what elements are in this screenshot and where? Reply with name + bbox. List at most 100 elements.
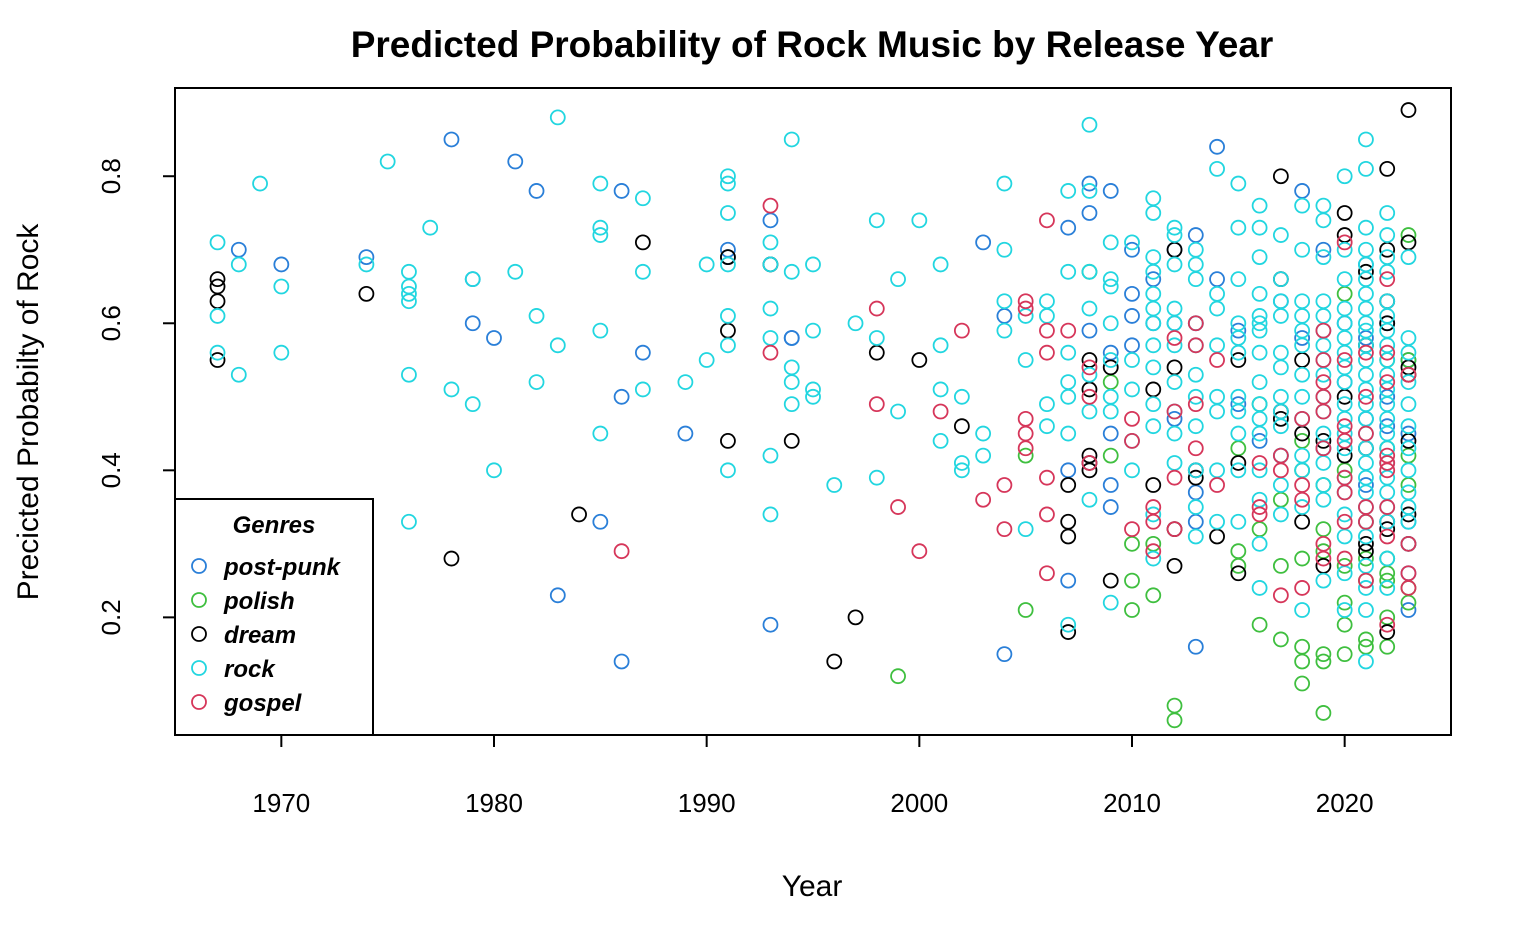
data-point	[1102, 594, 1119, 611]
data-point	[1145, 300, 1162, 317]
data-point	[1209, 477, 1225, 493]
data-point	[1379, 550, 1396, 567]
data-point	[1336, 352, 1353, 368]
data-point	[1124, 521, 1140, 538]
data-point	[1124, 234, 1140, 251]
data-point	[1187, 469, 1204, 486]
data-point	[1379, 293, 1396, 310]
data-point	[592, 219, 609, 236]
data-point	[1315, 308, 1332, 324]
data-point	[1166, 374, 1183, 390]
data-point	[1060, 513, 1077, 530]
legend-marker	[191, 626, 207, 642]
data-point	[1379, 616, 1396, 633]
data-point	[1358, 344, 1374, 361]
data-point	[868, 396, 885, 413]
chart-title: Predicted Probability of Rock Music by R…	[351, 24, 1274, 65]
data-point	[720, 322, 736, 339]
data-point	[1102, 359, 1119, 376]
data-point	[1294, 462, 1311, 479]
data-point	[1145, 587, 1162, 604]
data-point	[1294, 366, 1311, 383]
data-point	[1315, 646, 1332, 663]
data-point	[1272, 271, 1289, 288]
data-point	[1336, 168, 1353, 185]
data-point	[1209, 285, 1225, 302]
data-point	[1166, 712, 1183, 729]
legend-marker	[191, 592, 207, 608]
data-point	[1336, 300, 1353, 317]
data-point	[1209, 462, 1225, 479]
data-point	[720, 337, 736, 354]
data-point	[1336, 506, 1353, 523]
data-point	[1209, 403, 1225, 420]
data-point	[1315, 241, 1332, 258]
data-point	[1124, 337, 1140, 354]
data-point	[720, 308, 736, 324]
data-point	[1358, 131, 1374, 148]
data-point	[1145, 381, 1162, 398]
data-point	[1358, 499, 1374, 515]
data-point	[762, 256, 779, 273]
data-point	[783, 396, 800, 413]
data-point	[847, 609, 864, 626]
data-point	[1102, 572, 1119, 589]
data-point	[1102, 447, 1119, 464]
data-point	[1336, 594, 1353, 611]
data-point	[1081, 175, 1098, 192]
data-point	[1145, 513, 1162, 530]
data-point	[1400, 565, 1417, 582]
data-point	[1060, 624, 1077, 640]
data-point	[549, 337, 566, 354]
data-point	[1081, 462, 1098, 479]
data-point	[464, 271, 481, 288]
data-point	[1379, 455, 1396, 471]
data-point	[1400, 344, 1417, 361]
data-point	[1400, 580, 1417, 596]
data-point	[1336, 528, 1353, 545]
data-point	[1187, 366, 1204, 383]
series-rock	[209, 109, 1417, 670]
data-point	[996, 646, 1013, 663]
data-point	[1017, 293, 1034, 310]
data-point	[1124, 410, 1140, 427]
data-point	[1358, 410, 1374, 427]
data-point	[1230, 344, 1247, 361]
data-point	[1039, 396, 1055, 413]
data-point	[1230, 396, 1247, 413]
data-point	[1039, 212, 1055, 229]
data-point	[1230, 403, 1247, 420]
data-point	[720, 175, 736, 192]
data-point	[1336, 315, 1353, 332]
legend-items: post-punk polish dream rock gospel	[191, 554, 342, 717]
data-point	[1039, 308, 1055, 324]
data-point	[1081, 263, 1098, 280]
data-point	[1400, 462, 1417, 479]
legend-title: Genres	[233, 512, 316, 539]
data-point	[1400, 366, 1417, 383]
data-point	[1400, 374, 1417, 390]
data-point	[1209, 513, 1225, 530]
data-point	[1358, 160, 1374, 177]
data-point	[1251, 374, 1268, 390]
data-point	[1358, 263, 1374, 280]
data-point	[230, 241, 247, 258]
data-point	[1251, 344, 1268, 361]
data-point	[1187, 256, 1204, 273]
data-point	[911, 352, 928, 368]
data-point	[677, 425, 694, 442]
data-point	[1124, 602, 1140, 618]
data-point	[1315, 653, 1332, 670]
data-point	[1336, 330, 1353, 346]
data-point	[1187, 271, 1204, 288]
data-point	[1272, 388, 1289, 405]
data-point	[1336, 234, 1353, 251]
data-point	[528, 308, 545, 324]
data-point	[1272, 557, 1289, 574]
data-point	[1315, 491, 1332, 508]
data-point	[1166, 403, 1183, 420]
data-point	[1166, 300, 1183, 317]
data-point	[1294, 337, 1311, 354]
data-point	[975, 491, 992, 508]
data-point	[1230, 543, 1247, 560]
